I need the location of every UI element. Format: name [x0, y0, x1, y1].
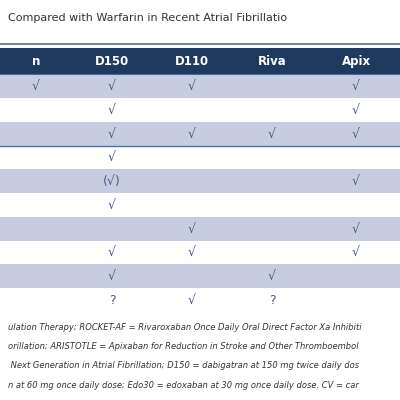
Bar	[232, 241, 312, 264]
Bar	[152, 98, 232, 122]
Bar	[312, 264, 400, 288]
Text: Apix: Apix	[342, 55, 370, 68]
Text: ?: ?	[109, 294, 115, 307]
Bar	[72, 74, 152, 98]
Text: √: √	[108, 80, 116, 93]
Text: √: √	[188, 80, 196, 93]
Text: √: √	[108, 104, 116, 116]
Bar	[152, 146, 232, 170]
Bar	[72, 241, 152, 264]
Bar	[152, 193, 232, 217]
Text: Next Generation in Atrial Fibrillation; D150 = dabigatran at 150 mg twice daily : Next Generation in Atrial Fibrillation; …	[8, 361, 359, 370]
Text: √: √	[108, 270, 116, 283]
Bar	[0, 193, 72, 217]
Text: √: √	[352, 104, 360, 116]
Text: √: √	[352, 246, 360, 259]
Bar	[312, 241, 400, 264]
Text: √: √	[108, 127, 116, 140]
Bar	[232, 170, 312, 193]
Bar	[152, 288, 232, 312]
Bar	[312, 98, 400, 122]
Bar	[0, 146, 72, 170]
Bar	[152, 48, 232, 74]
Bar	[232, 193, 312, 217]
Text: ulation Therapy; ROCKET-AF = Rivaroxaban Once Daily Oral Direct Factor Xa Inhibi: ulation Therapy; ROCKET-AF = Rivaroxaban…	[8, 322, 362, 332]
Bar	[152, 74, 232, 98]
Text: ?: ?	[269, 294, 275, 307]
Bar	[152, 264, 232, 288]
Bar	[0, 241, 72, 264]
Bar	[152, 122, 232, 146]
Bar	[232, 288, 312, 312]
Text: √: √	[188, 127, 196, 140]
Bar	[152, 241, 232, 264]
Bar	[312, 48, 400, 74]
Text: √: √	[108, 198, 116, 212]
Bar	[0, 48, 72, 74]
Bar	[72, 264, 152, 288]
Bar	[232, 146, 312, 170]
Text: √: √	[268, 270, 276, 283]
Bar	[72, 48, 152, 74]
Bar	[72, 170, 152, 193]
Text: √: √	[108, 151, 116, 164]
Bar	[312, 74, 400, 98]
Bar	[312, 122, 400, 146]
Text: √: √	[268, 127, 276, 140]
Bar	[0, 122, 72, 146]
Bar	[0, 98, 72, 122]
Text: D150: D150	[95, 55, 129, 68]
Bar	[72, 122, 152, 146]
Bar	[72, 288, 152, 312]
Bar	[0, 74, 72, 98]
Text: √: √	[188, 246, 196, 259]
Bar	[232, 122, 312, 146]
Bar	[312, 146, 400, 170]
Bar	[232, 74, 312, 98]
Bar	[232, 98, 312, 122]
Text: Compared with Warfarin in Recent Atrial Fibrillatio: Compared with Warfarin in Recent Atrial …	[8, 13, 287, 23]
Bar	[152, 217, 232, 241]
Bar	[72, 146, 152, 170]
Text: Riva: Riva	[258, 55, 286, 68]
Bar	[232, 217, 312, 241]
Text: √: √	[352, 222, 360, 235]
Text: √: √	[352, 80, 360, 93]
Bar	[312, 288, 400, 312]
Text: n at 60 mg once daily dose; Edo30 = edoxaban at 30 mg once daily dose. CV = car: n at 60 mg once daily dose; Edo30 = edox…	[8, 381, 359, 390]
Bar	[72, 193, 152, 217]
Bar	[312, 170, 400, 193]
Bar	[72, 217, 152, 241]
Bar	[72, 98, 152, 122]
Bar	[0, 170, 72, 193]
Bar	[0, 264, 72, 288]
Text: √: √	[188, 222, 196, 235]
Text: orillation; ARISTOTLE = Apixaban for Reduction in Stroke and Other Thromboembol: orillation; ARISTOTLE = Apixaban for Red…	[8, 342, 359, 351]
Bar	[152, 170, 232, 193]
Text: D110: D110	[175, 55, 209, 68]
Text: √: √	[32, 80, 40, 93]
Bar	[312, 217, 400, 241]
Bar	[0, 288, 72, 312]
Text: √: √	[352, 127, 360, 140]
Text: √: √	[188, 294, 196, 307]
Bar	[0, 217, 72, 241]
Text: √: √	[108, 246, 116, 259]
Bar	[232, 48, 312, 74]
Text: √: √	[352, 175, 360, 188]
Text: n: n	[32, 55, 40, 68]
Bar	[312, 193, 400, 217]
Text: (√): (√)	[103, 175, 121, 188]
Bar	[232, 264, 312, 288]
